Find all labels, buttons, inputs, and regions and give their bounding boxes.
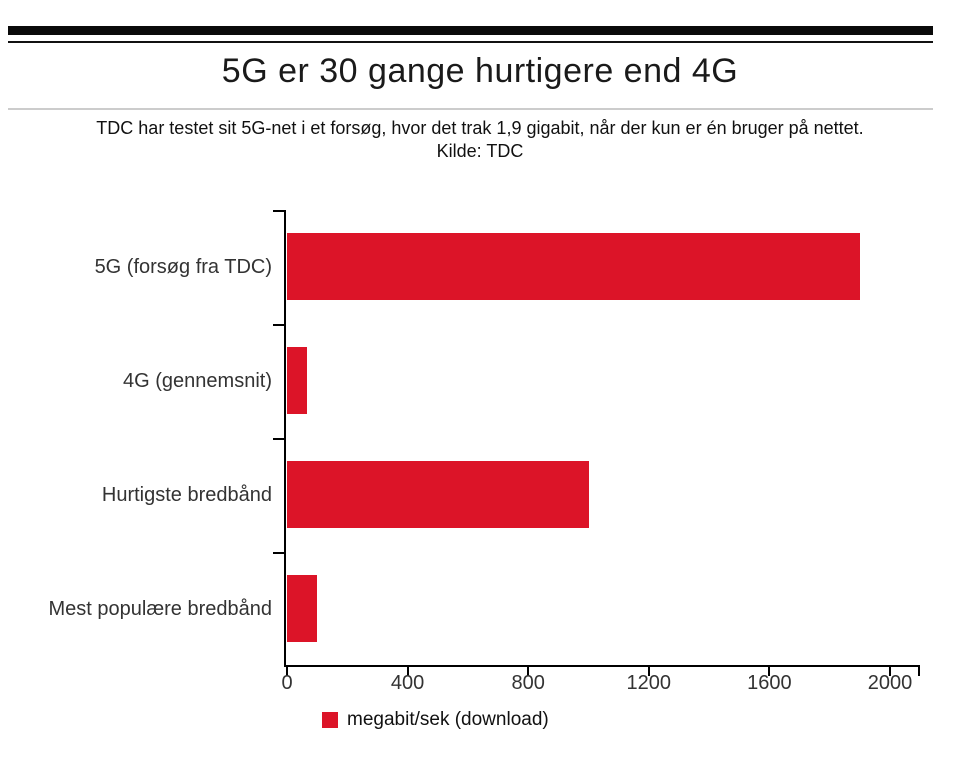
- x-axis-tick-label: 0: [281, 672, 293, 694]
- category-label: Mest populære bredbånd: [48, 597, 272, 620]
- bar-1[interactable]: [287, 233, 860, 300]
- x-axis-tick: [286, 667, 288, 676]
- top-rule-thin: [8, 41, 933, 43]
- x-axis-tick: [889, 667, 891, 676]
- bar-chart-plot: 5G (forsøg fra TDC) 4G (gennemsnit) Hurtig…: [0, 210, 960, 694]
- x-axis-line: [284, 665, 920, 667]
- y-axis-tick: [273, 438, 285, 440]
- x-axis-tick: [768, 667, 771, 676]
- y-axis-tick: [273, 552, 285, 554]
- y-axis-tick: [273, 324, 285, 326]
- chart-legend: megabit/sek (download): [322, 709, 549, 730]
- x-axis-tick: [406, 667, 409, 676]
- x-axis-tick-label: 1600: [747, 672, 792, 694]
- subtitle-source: Kilde: TDC: [436, 141, 524, 161]
- category-label: 5G (forsøg fra TDC): [94, 255, 272, 278]
- x-axis-tick: [647, 667, 650, 676]
- category-label: 4G (gennemsnit): [123, 369, 272, 392]
- y-axis-line: [284, 210, 286, 667]
- chart-title: 5G er 30 gange hurtigere end 4G: [221, 52, 739, 90]
- legend-label: megabit/sek (download): [347, 709, 549, 730]
- x-axis-tick-label: 400: [390, 672, 425, 694]
- x-axis-tick-label: 800: [511, 672, 545, 694]
- x-axis-tick-label: 2000: [867, 672, 913, 694]
- bar-3[interactable]: [287, 461, 589, 528]
- top-rule-thick: [8, 26, 933, 35]
- x-axis-tick: [527, 667, 530, 676]
- x-axis-tick-label: 1200: [626, 672, 672, 694]
- legend-swatch-icon: [322, 712, 338, 728]
- category-label: Hurtigste bredbånd: [101, 483, 272, 506]
- title-divider: [8, 108, 933, 110]
- y-axis-tick: [273, 210, 285, 212]
- chart-subtitle: TDC har testet sit 5G-net i et forsøg, h…: [0, 117, 960, 163]
- subtitle-text: TDC har testet sit 5G-net i et forsøg, h…: [96, 118, 864, 138]
- x-axis-end-tick: [918, 667, 920, 676]
- bar-4[interactable]: [287, 575, 318, 642]
- bar-2[interactable]: [287, 347, 307, 414]
